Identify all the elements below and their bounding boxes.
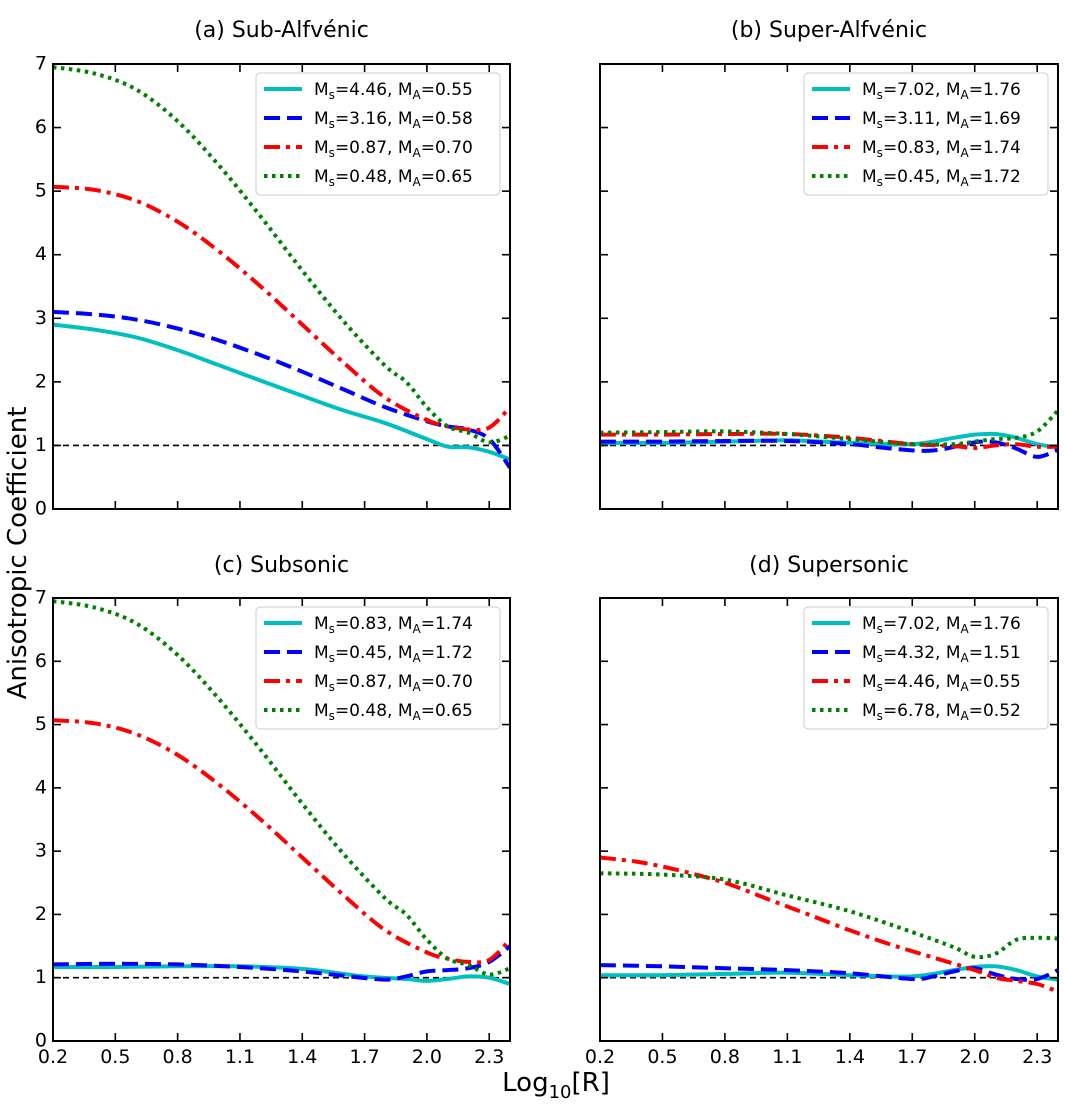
legend-label: Ms=4.46, MA=0.55 bbox=[314, 80, 473, 102]
series-line bbox=[600, 855, 1058, 994]
legend-box bbox=[803, 606, 1049, 730]
series-line bbox=[53, 944, 510, 982]
y-tick-label: 5 bbox=[35, 180, 47, 202]
x-tick-label: 2.3 bbox=[1022, 1046, 1052, 1068]
legend-label: Ms=0.83, MA=1.74 bbox=[862, 138, 1021, 160]
x-tick-label: 0.8 bbox=[163, 1046, 193, 1068]
x-axis-label-tail: [R] bbox=[572, 1068, 610, 1098]
y-tick-label: 3 bbox=[35, 840, 47, 862]
series-line bbox=[53, 718, 510, 965]
legend-label: Ms=7.02, MA=1.76 bbox=[862, 614, 1021, 636]
series-line bbox=[600, 964, 1058, 982]
series-line bbox=[53, 964, 510, 986]
series-group bbox=[600, 409, 1058, 459]
legend-box bbox=[803, 72, 1049, 196]
legend-label: Ms=0.83, MA=1.74 bbox=[314, 614, 473, 636]
x-tick-label: 1.7 bbox=[897, 1046, 927, 1068]
legend: Ms=4.46, MA=0.55 Ms=3.16, MA=0.58 Ms=0.87,… bbox=[255, 72, 501, 196]
panel-title: (c) Subsonic bbox=[214, 553, 349, 578]
plot-frame bbox=[52, 597, 511, 1042]
panel-b: (b) Super-Alfvénic Ms=7.02, MA=1.76 Ms=3.1… bbox=[599, 18, 1059, 510]
series-line bbox=[53, 599, 510, 977]
series-line bbox=[53, 65, 510, 445]
panel-title: (b) Super-Alfvénic bbox=[731, 18, 927, 43]
legend-label: Ms=0.87, MA=0.70 bbox=[314, 672, 473, 694]
x-axis-label: Log10[R] bbox=[502, 1068, 610, 1103]
y-tick-label: 0 bbox=[35, 1030, 47, 1052]
legend-label: Ms=4.46, MA=0.55 bbox=[862, 672, 1021, 694]
y-tick-label: 6 bbox=[35, 650, 47, 672]
x-tick-label: 1.1 bbox=[772, 1046, 802, 1068]
legend-label: Ms=0.48, MA=0.65 bbox=[314, 167, 473, 189]
y-tick-label: 3 bbox=[35, 307, 47, 329]
series-group bbox=[53, 65, 510, 469]
legend-label: Ms=4.32, MA=1.51 bbox=[862, 643, 1021, 665]
panel-a: (a) Sub-Alfvénic 0 1 2 3 4 5 6 7 Ms=4.46, MA=0.55… bbox=[35, 18, 511, 520]
legend-label: Ms=0.45, MA=1.72 bbox=[862, 167, 1021, 189]
series-group bbox=[600, 855, 1058, 994]
series-group bbox=[53, 599, 510, 986]
x-tick-label: 1.4 bbox=[287, 1046, 317, 1068]
legend-label: Ms=0.87, MA=0.70 bbox=[314, 138, 473, 160]
legend: Ms=0.83, MA=1.74 Ms=0.45, MA=1.72 Ms=0.87,… bbox=[255, 606, 501, 730]
y-tick-label: 1 bbox=[35, 434, 47, 456]
panel-d: (d) Supersonic 0.2 0.5 0.8 1.1 1.4 1.7 2.0 2.3 Ms… bbox=[585, 553, 1059, 1068]
plot-frame bbox=[52, 63, 511, 510]
y-tick-label: 2 bbox=[35, 903, 47, 925]
x-axis-label-subscript: 10 bbox=[549, 1082, 572, 1103]
series-line bbox=[600, 431, 1058, 451]
legend-label: Ms=6.78, MA=0.52 bbox=[862, 701, 1021, 723]
legend-label: Ms=0.45, MA=1.72 bbox=[314, 643, 473, 665]
y-tick-label: 7 bbox=[35, 587, 47, 609]
panel-c: (c) Subsonic 0.2 0.5 0.8 1.1 1.4 1.7 2.0 2.3 0 1 2 3… bbox=[35, 553, 511, 1068]
x-tick-label: 0.2 bbox=[38, 1046, 68, 1068]
legend-label: Ms=3.11, MA=1.69 bbox=[862, 109, 1021, 131]
y-tick-label: 6 bbox=[35, 116, 47, 138]
series-line bbox=[600, 871, 1058, 960]
x-tick-label: 2.0 bbox=[412, 1046, 442, 1068]
y-tick-label: 7 bbox=[35, 53, 47, 75]
plot-frame bbox=[599, 597, 1059, 1042]
legend-label: Ms=7.02, MA=1.76 bbox=[862, 80, 1021, 102]
x-tick-label: 0.8 bbox=[710, 1046, 740, 1068]
panel-title: (d) Supersonic bbox=[749, 553, 909, 578]
x-tick-label: 1.7 bbox=[349, 1046, 379, 1068]
legend-box bbox=[255, 72, 501, 196]
x-tick-label: 0.5 bbox=[100, 1046, 130, 1068]
x-axis-label-main: Log bbox=[502, 1068, 548, 1098]
legend: Ms=7.02, MA=1.76 Ms=3.11, MA=1.69 Ms=0.83,… bbox=[803, 72, 1049, 196]
y-tick-label: 5 bbox=[35, 713, 47, 735]
legend: Ms=7.02, MA=1.76 Ms=4.32, MA=1.51 Ms=4.46,… bbox=[803, 606, 1049, 730]
y-tick-label: 2 bbox=[35, 370, 47, 392]
legend-label: Ms=0.48, MA=0.65 bbox=[314, 701, 473, 723]
y-axis-label: Anisotropic Coefficient bbox=[3, 407, 33, 700]
x-tick-label: 2.3 bbox=[474, 1046, 504, 1068]
plot-frame bbox=[599, 63, 1059, 510]
series-line bbox=[600, 409, 1058, 447]
x-tick-label: 1.1 bbox=[225, 1046, 255, 1068]
y-tick-label: 1 bbox=[35, 966, 47, 988]
series-line bbox=[53, 184, 510, 433]
panel-title: (a) Sub-Alfvénic bbox=[194, 18, 369, 43]
series-line bbox=[53, 309, 510, 469]
x-tick-label: 1.4 bbox=[835, 1046, 865, 1068]
series-line bbox=[53, 322, 510, 462]
panels-group: (a) Sub-Alfvénic 0 1 2 3 4 5 6 7 Ms=4.46, MA=0.55… bbox=[35, 18, 1059, 1068]
legend-label: Ms=3.16, MA=0.58 bbox=[314, 109, 473, 131]
series-line bbox=[600, 963, 1058, 982]
x-tick-label: 0.5 bbox=[647, 1046, 677, 1068]
y-tick-label: 0 bbox=[35, 498, 47, 520]
y-tick-label: 4 bbox=[35, 776, 47, 798]
x-tick-label: 0.2 bbox=[585, 1046, 615, 1068]
y-tick-label: 4 bbox=[35, 243, 47, 265]
series-line bbox=[600, 438, 1058, 459]
legend-box bbox=[255, 606, 501, 730]
x-tick-label: 2.0 bbox=[960, 1046, 990, 1068]
